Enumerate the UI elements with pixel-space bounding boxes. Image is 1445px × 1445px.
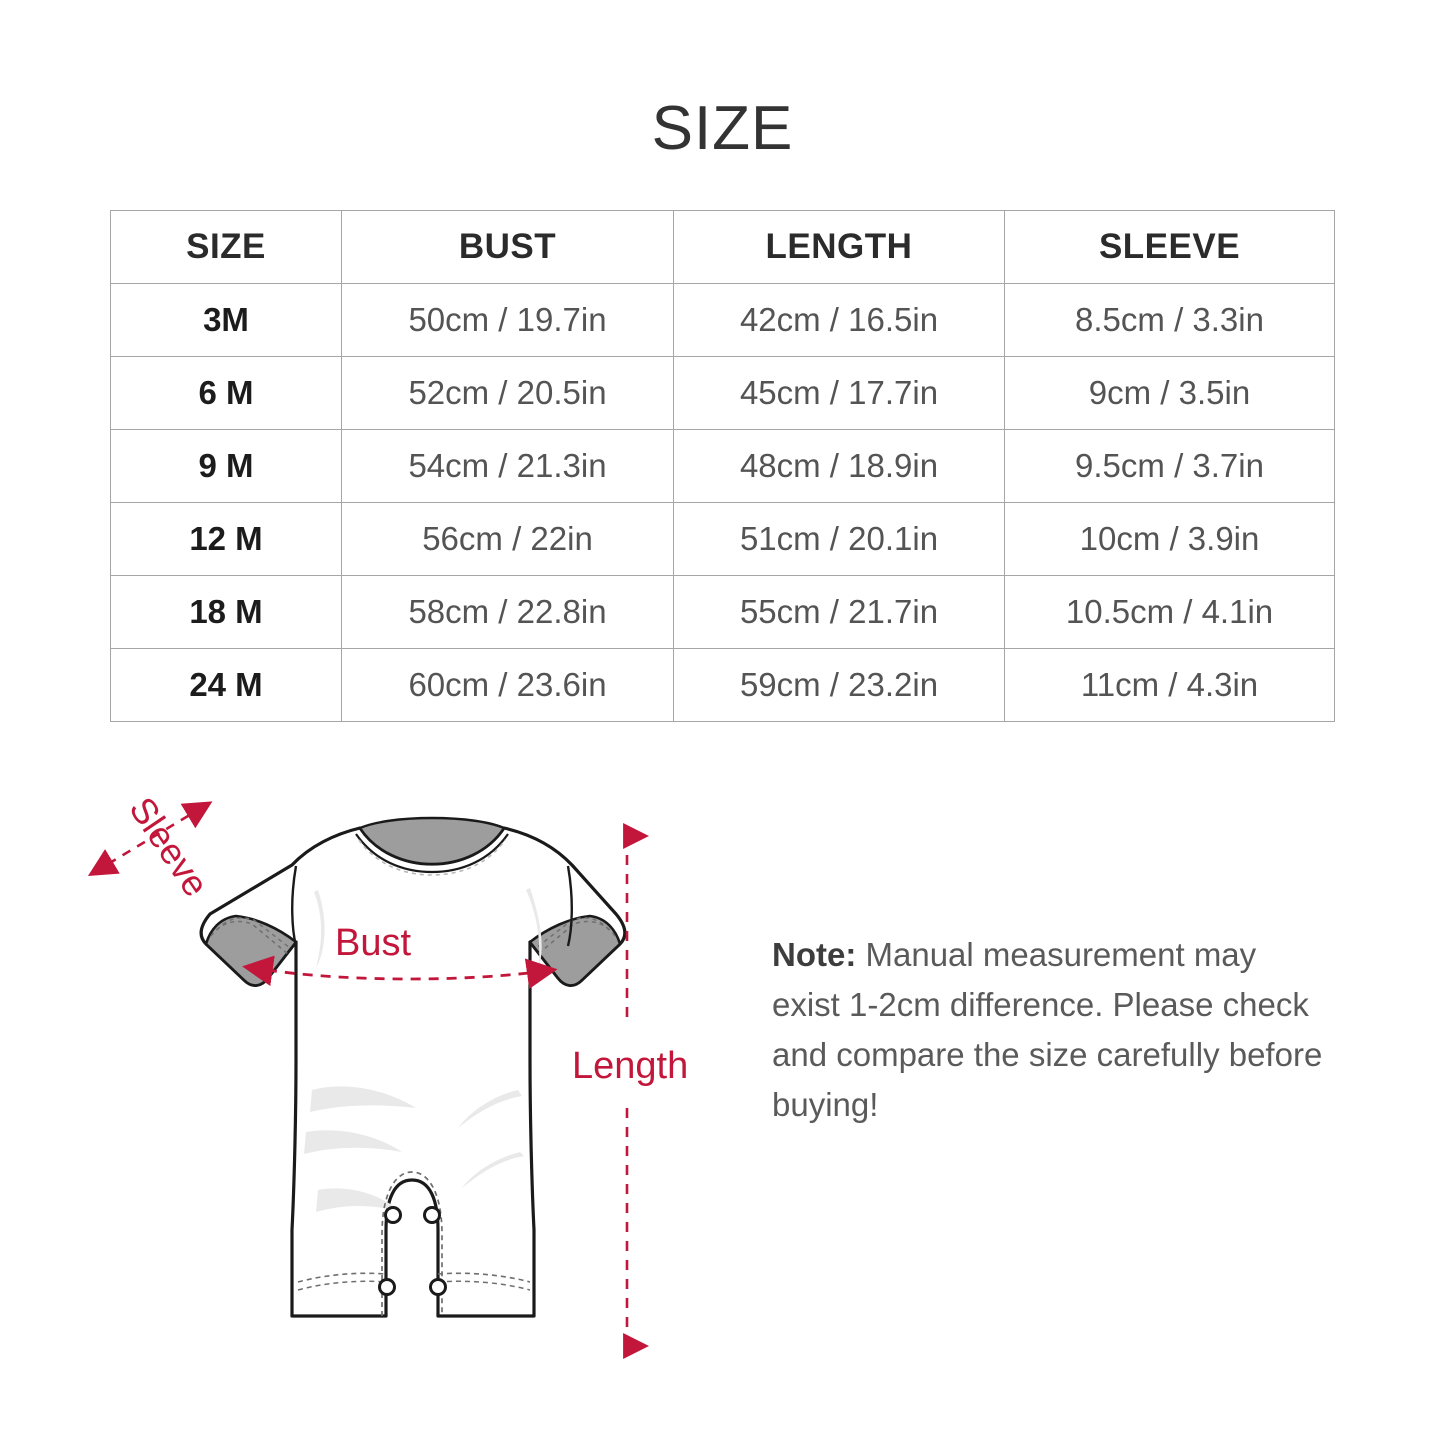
- cell-sleeve: 10cm / 3.9in: [1004, 502, 1335, 576]
- column-header-length: LENGTH: [673, 210, 1005, 284]
- armhole-seam-left: [291, 865, 298, 947]
- table-header-row: SIZE BUST LENGTH SLEEVE: [110, 210, 1335, 284]
- cell-length: 59cm / 23.2in: [673, 648, 1005, 722]
- cell-bust: 54cm / 21.3in: [341, 429, 674, 503]
- sleeve-hem-stitch-right: [537, 920, 616, 955]
- length-label: Length: [572, 1045, 688, 1087]
- cell-size: 24 M: [110, 648, 342, 722]
- snap-button: [429, 1278, 447, 1296]
- neckline-stitch: [358, 839, 506, 876]
- note-prefix: Note:: [772, 936, 857, 973]
- leg-hem-stitch-left-2: [297, 1280, 387, 1291]
- cell-bust: 56cm / 22in: [341, 502, 674, 576]
- cell-sleeve: 9cm / 3.5in: [1004, 356, 1335, 430]
- sleeve-hem-stitch-left: [210, 920, 289, 955]
- cell-bust: 58cm / 22.8in: [341, 575, 674, 649]
- cell-length: 55cm / 21.7in: [673, 575, 1005, 649]
- cell-size: 9 M: [110, 429, 342, 503]
- page-title: SIZE: [651, 94, 794, 163]
- table-row: 3M 50cm / 19.7in 42cm / 16.5in 8.5cm / 3…: [110, 283, 1335, 357]
- cell-sleeve: 10.5cm / 4.1in: [1004, 575, 1335, 649]
- column-header-size: SIZE: [110, 210, 342, 284]
- cell-sleeve: 11cm / 4.3in: [1004, 648, 1335, 722]
- note-text: Manual measurement may exist 1-2cm diffe…: [772, 936, 1323, 1124]
- cell-bust: 50cm / 19.7in: [341, 283, 674, 357]
- table-row: 18 M 58cm / 22.8in 55cm / 21.7in 10.5cm …: [110, 575, 1335, 649]
- leg-hem-stitch-right-2: [437, 1280, 531, 1291]
- neckline-rib: [355, 833, 509, 874]
- cell-length: 48cm / 18.9in: [673, 429, 1005, 503]
- bust-label: Bust: [335, 922, 411, 964]
- sleeve-measure-group: Sleeve: [87, 790, 217, 904]
- leg-hem-stitch-left: [297, 1272, 387, 1283]
- sleeve-hem-stitch-left-2: [216, 917, 291, 949]
- snap-button: [384, 1206, 402, 1224]
- size-table: SIZE BUST LENGTH SLEEVE 3M 50cm / 19.7in…: [110, 210, 1335, 722]
- snap-button: [378, 1278, 396, 1296]
- cell-length: 51cm / 20.1in: [673, 502, 1005, 576]
- measurement-diagram: Sleeve Bust Length: [60, 760, 760, 1400]
- romper-outline: [199, 826, 627, 1318]
- cell-bust: 52cm / 20.5in: [341, 356, 674, 430]
- neckline-inner: [358, 816, 506, 866]
- snap-button: [423, 1206, 441, 1224]
- table-row: 12 M 56cm / 22in 51cm / 20.1in 10cm / 3.…: [110, 502, 1335, 576]
- cell-length: 42cm / 16.5in: [673, 283, 1005, 357]
- note-block: Note: Manual measurement may exist 1-2cm…: [772, 930, 1332, 1131]
- cell-size: 18 M: [110, 575, 342, 649]
- table-row: 6 M 52cm / 20.5in 45cm / 17.7in 9cm / 3.…: [110, 356, 1335, 430]
- length-measure-group: Length: [572, 823, 688, 1359]
- sleeve-arrow: [87, 801, 213, 877]
- column-header-bust: BUST: [341, 210, 674, 284]
- romper-illustration: [199, 816, 627, 1318]
- cell-bust: 60cm / 23.6in: [341, 648, 674, 722]
- bust-arrow: [242, 955, 558, 989]
- cell-size: 3M: [110, 283, 342, 357]
- cell-size: 6 M: [110, 356, 342, 430]
- cell-size: 12 M: [110, 502, 342, 576]
- leg-hem-stitch-right: [437, 1272, 531, 1283]
- table-row: 24 M 60cm / 23.6in 59cm / 23.2in 11cm / …: [110, 648, 1335, 722]
- cell-length: 45cm / 17.7in: [673, 356, 1005, 430]
- armhole-seam-right: [566, 865, 573, 947]
- column-header-sleeve: SLEEVE: [1004, 210, 1335, 284]
- cell-sleeve: 8.5cm / 3.3in: [1004, 283, 1335, 357]
- crotch-placket-stitch: [381, 1171, 443, 1316]
- table-row: 9 M 54cm / 21.3in 48cm / 18.9in 9.5cm / …: [110, 429, 1335, 503]
- cell-sleeve: 9.5cm / 3.7in: [1004, 429, 1335, 503]
- bust-measure-group: Bust: [242, 922, 558, 989]
